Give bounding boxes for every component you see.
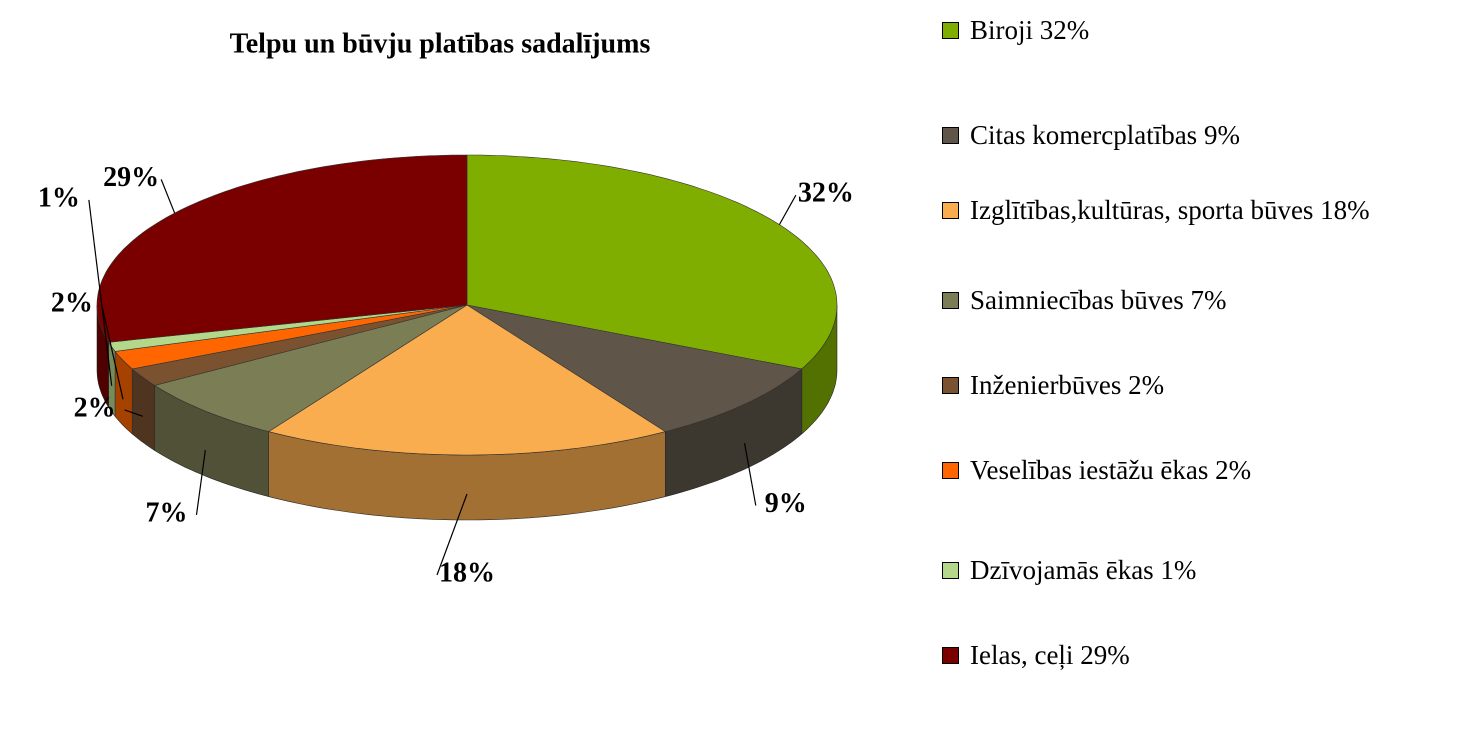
- data-label: 2%: [51, 287, 93, 318]
- leader-line: [195, 449, 206, 516]
- legend-item: Ielas, ceļi 29%: [940, 633, 1440, 677]
- legend-item: Inženierbūves 2%: [940, 363, 1440, 407]
- legend-swatch: [942, 292, 959, 309]
- legend-label: Ielas, ceļi 29%: [970, 640, 1130, 670]
- chart: Telpu un būvju platības sadalījums 32% 9%…: [38, 28, 854, 588]
- legend-label: Inženierbūves 2%: [970, 370, 1165, 400]
- leader-line: [778, 194, 797, 225]
- legend-label: Izglītības,kultūras, sporta būves 18%: [970, 195, 1370, 225]
- slice-shade: [801, 305, 837, 434]
- legend-label: Biroji 32%: [970, 15, 1090, 45]
- legend-label: Dzīvojamās ēkas 1%: [970, 555, 1197, 585]
- legend-swatch: [942, 127, 959, 144]
- leader-line: [124, 409, 143, 417]
- data-label: 7%: [145, 497, 187, 528]
- slice-shade: [268, 431, 666, 520]
- legend-swatch: [942, 562, 959, 579]
- slice-shade: [154, 385, 269, 497]
- slice-top: [466, 304, 803, 432]
- legend-swatch: [942, 462, 959, 479]
- legend-item: Veselības iestāžu ēkas 2%: [940, 448, 1440, 492]
- legend-label: Veselības iestāžu ēkas 2%: [970, 455, 1252, 485]
- legend-swatch: [942, 377, 959, 394]
- legend-label: Saimniecības būves 7%: [970, 285, 1227, 315]
- slice-top: [114, 304, 468, 370]
- legend-item: Dzīvojamās ēkas 1%: [940, 548, 1440, 592]
- leader-line: [101, 304, 124, 400]
- leader-line: [88, 199, 113, 386]
- slice-top: [153, 304, 468, 432]
- slice-shade: [665, 368, 802, 497]
- legend-swatch: [942, 202, 959, 219]
- data-label: 18%: [439, 557, 495, 588]
- data-label: 9%: [765, 488, 807, 519]
- data-label: 32%: [798, 178, 854, 209]
- legend-swatch: [942, 647, 959, 664]
- slice-shade: [97, 305, 109, 408]
- data-label: 2%: [74, 392, 116, 423]
- slice-top: [131, 304, 468, 386]
- legend-item: Izglītības,kultūras, sporta būves 18%: [940, 188, 1440, 232]
- slice-top: [267, 304, 667, 456]
- legend-item: Saimniecības būves 7%: [940, 278, 1440, 322]
- data-label: 29%: [103, 162, 159, 193]
- slice-shade: [115, 351, 133, 434]
- legend-swatch: [942, 22, 959, 39]
- chart-title: Telpu un būvju platības sadalījums: [230, 28, 651, 59]
- slice-top: [96, 154, 468, 343]
- legend-item: Citas komercplatības 9%: [940, 113, 1440, 157]
- data-label: 1%: [38, 182, 80, 213]
- leader-line: [436, 493, 468, 576]
- legend-item: Biroji 32%: [940, 8, 1440, 52]
- leader-line: [160, 179, 176, 214]
- slice-shade: [132, 368, 155, 451]
- leader-line: [743, 443, 757, 506]
- slice-top: [466, 154, 838, 370]
- slice-shade: [108, 342, 116, 417]
- legend-label: Citas komercplatības 9%: [970, 120, 1240, 150]
